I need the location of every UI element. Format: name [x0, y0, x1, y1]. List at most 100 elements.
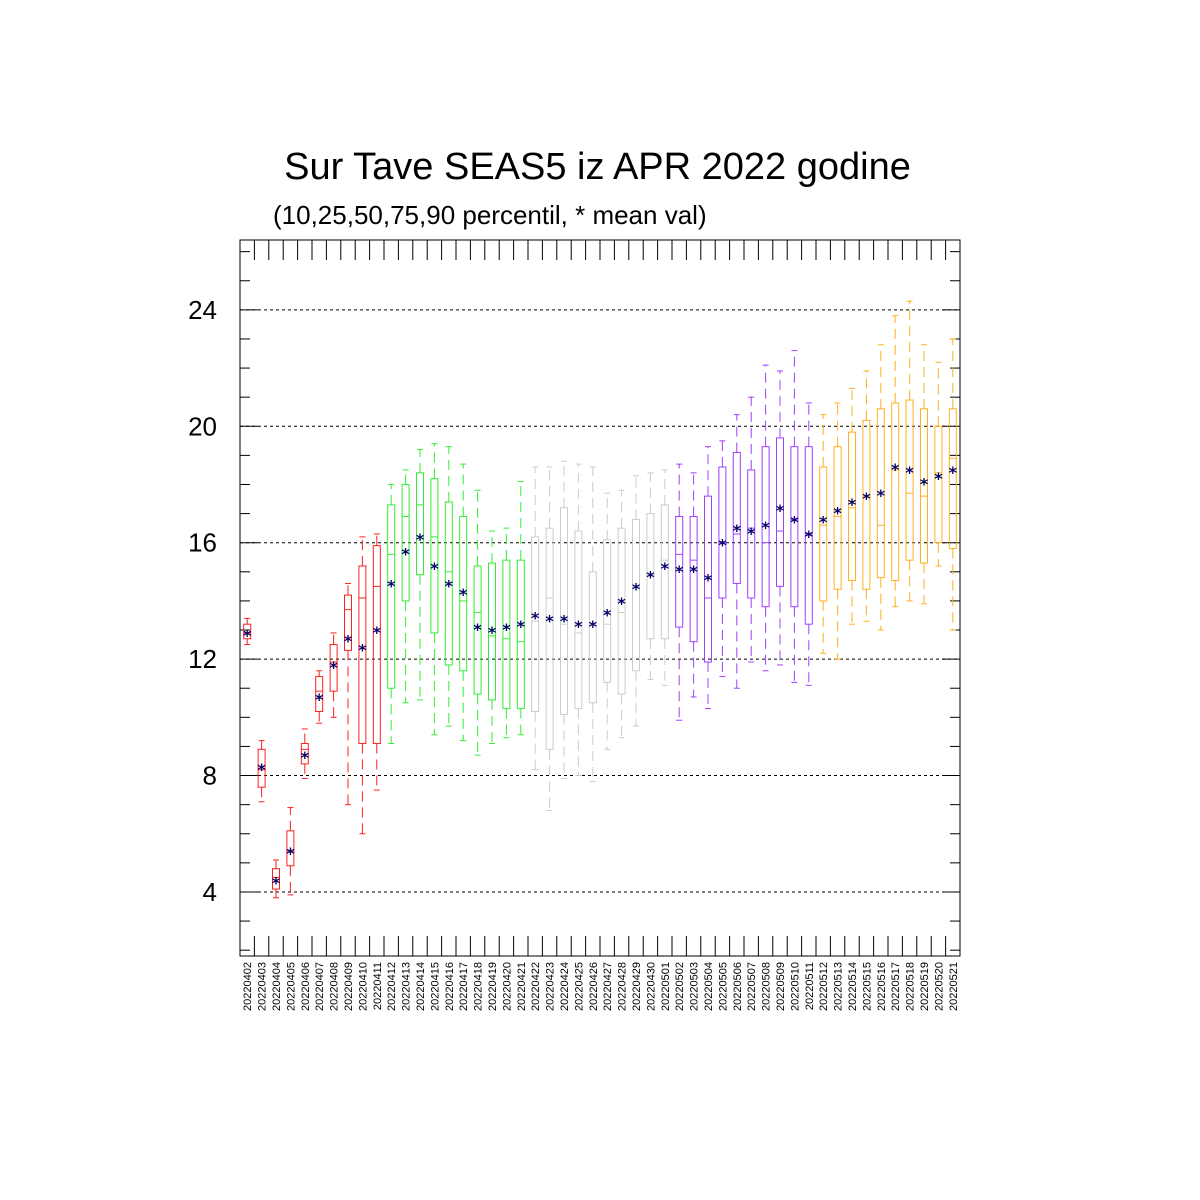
mean-marker: *	[848, 495, 857, 514]
x-tick-label: 20220421	[516, 962, 528, 1011]
x-tick-label: 20220506	[732, 962, 744, 1011]
mean-marker: *	[286, 844, 295, 863]
mean-marker: *	[603, 606, 612, 625]
mean-marker: *	[934, 469, 943, 488]
box	[444, 501, 453, 666]
x-tick-label: 20220428	[617, 962, 629, 1011]
mean-marker: *	[473, 620, 482, 639]
x-tick-label: 20220407	[314, 962, 326, 1011]
box	[387, 504, 396, 689]
y-tick-label: 12	[188, 644, 217, 674]
mean-marker: *	[689, 562, 698, 581]
x-tick-label: 20220422	[530, 962, 542, 1011]
x-tick-label: 20220419	[487, 962, 499, 1011]
y-tick-label: 24	[188, 295, 217, 325]
mean-marker: *	[718, 536, 727, 555]
box	[675, 516, 684, 628]
box	[761, 446, 770, 608]
box	[243, 623, 252, 640]
x-tick-label: 20220517	[890, 962, 902, 1011]
x-tick-label: 20220514	[847, 962, 859, 1011]
mean-marker: *	[531, 608, 540, 627]
x-tick-label: 20220425	[573, 962, 585, 1011]
plot-frame	[239, 239, 961, 957]
x-tick-label: 20220416	[444, 962, 456, 1011]
box	[574, 530, 583, 710]
box	[905, 399, 914, 561]
x-tick-label: 20220404	[271, 962, 283, 1011]
mean-marker: *	[661, 559, 670, 578]
x-tick-label: 20220521	[948, 962, 960, 1011]
box	[819, 466, 828, 602]
box	[603, 539, 612, 683]
mean-marker: *	[819, 512, 828, 531]
x-tick-label: 20220503	[689, 962, 701, 1011]
mean-marker: *	[301, 748, 310, 767]
box	[876, 408, 885, 579]
mean-marker: *	[545, 611, 554, 630]
x-tick-label: 20220427	[602, 962, 614, 1011]
mean-marker: *	[790, 512, 799, 531]
x-tick-label: 20220430	[645, 962, 657, 1011]
box	[272, 868, 280, 890]
x-tick-label: 20220516	[876, 962, 888, 1011]
mean-marker: *	[517, 617, 526, 636]
chart-subtitle: (10,25,50,75,90 percentil, * mean val)	[273, 200, 707, 230]
mean-marker: *	[257, 760, 266, 779]
box	[286, 830, 295, 867]
mean-marker: *	[776, 501, 785, 520]
mean-marker: *	[373, 623, 382, 642]
mean-marker: *	[589, 617, 598, 636]
box	[459, 516, 468, 672]
mean-marker: *	[949, 463, 958, 482]
x-tick-label: 20220410	[357, 962, 369, 1011]
mean-marker: *	[387, 576, 396, 595]
x-tick-label: 20220403	[257, 962, 269, 1011]
x-tick-label: 20220509	[775, 962, 787, 1011]
box	[358, 565, 367, 745]
box	[516, 559, 525, 710]
mean-marker: *	[243, 626, 252, 645]
mean-marker: *	[646, 568, 655, 587]
box	[315, 676, 324, 713]
chart-title: Sur Tave SEAS5 iz APR 2022 godine	[284, 146, 911, 188]
x-tick-label: 20220426	[588, 962, 600, 1011]
mean-marker: *	[430, 559, 439, 578]
mean-marker: *	[358, 640, 367, 659]
box	[848, 431, 856, 582]
box	[732, 451, 741, 584]
mean-marker: *	[488, 623, 497, 642]
x-tick-label: 20220418	[473, 962, 485, 1011]
x-tick-label: 20220406	[300, 962, 312, 1011]
mean-marker: *	[905, 463, 914, 482]
mean-marker: *	[344, 632, 353, 651]
mean-marker: *	[329, 658, 338, 677]
box	[257, 748, 266, 788]
box	[646, 513, 655, 640]
x-tick-label: 20220510	[789, 962, 801, 1011]
box	[718, 466, 727, 599]
box	[804, 446, 813, 625]
x-tick-label: 20220413	[401, 962, 413, 1011]
x-tick-label: 20220402	[242, 962, 254, 1011]
mean-marker: *	[416, 530, 425, 549]
mean-marker: *	[805, 527, 814, 546]
box	[617, 527, 626, 695]
x-tick-label: 20220520	[933, 962, 945, 1011]
box	[344, 594, 352, 651]
mean-marker: *	[445, 576, 454, 595]
x-tick-label: 20220408	[329, 962, 341, 1011]
x-tick-label: 20220513	[833, 962, 845, 1011]
box	[833, 446, 842, 590]
mean-marker: *	[617, 594, 626, 613]
x-tick-label: 20220507	[746, 962, 758, 1011]
box	[473, 565, 482, 695]
mean-marker: *	[733, 521, 742, 540]
box	[300, 743, 309, 765]
mean-marker: *	[747, 524, 756, 543]
mean-marker: *	[704, 571, 713, 590]
box	[632, 518, 640, 672]
box	[488, 562, 496, 701]
mean-marker: *	[833, 504, 842, 523]
